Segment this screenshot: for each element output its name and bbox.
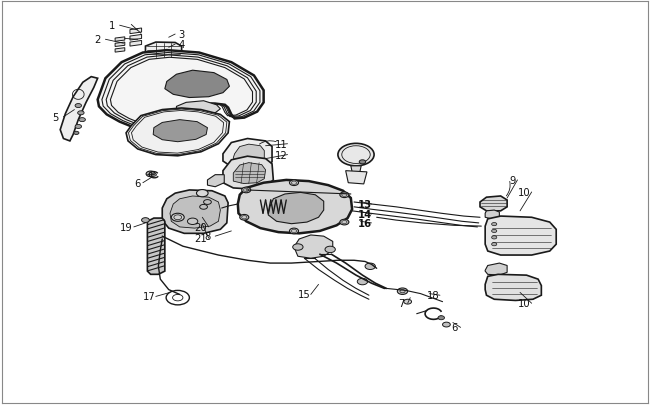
Polygon shape xyxy=(351,166,361,179)
Polygon shape xyxy=(162,190,228,234)
Text: 19: 19 xyxy=(120,222,133,232)
Text: 16: 16 xyxy=(358,218,372,228)
Polygon shape xyxy=(233,145,265,164)
Text: 9: 9 xyxy=(509,175,515,185)
Polygon shape xyxy=(268,193,324,224)
Circle shape xyxy=(75,104,81,108)
Text: 18: 18 xyxy=(427,290,440,301)
Polygon shape xyxy=(130,35,142,41)
Circle shape xyxy=(77,111,84,115)
Circle shape xyxy=(340,220,349,225)
Polygon shape xyxy=(115,43,125,47)
Text: 4: 4 xyxy=(179,40,185,50)
Text: 11: 11 xyxy=(275,139,287,149)
Polygon shape xyxy=(130,41,142,47)
Circle shape xyxy=(491,230,497,233)
Text: 15: 15 xyxy=(298,290,311,300)
Polygon shape xyxy=(485,217,556,256)
Circle shape xyxy=(365,263,375,270)
Polygon shape xyxy=(115,38,125,42)
Circle shape xyxy=(404,300,411,304)
Circle shape xyxy=(491,223,497,226)
Text: 1: 1 xyxy=(109,21,115,31)
Circle shape xyxy=(338,144,374,166)
Circle shape xyxy=(397,288,408,295)
Text: 3: 3 xyxy=(179,30,185,40)
Text: 10: 10 xyxy=(517,188,530,198)
Polygon shape xyxy=(153,120,207,143)
Polygon shape xyxy=(480,196,507,211)
Text: 6: 6 xyxy=(135,178,141,188)
Polygon shape xyxy=(60,77,98,142)
Text: 10: 10 xyxy=(517,298,530,309)
Polygon shape xyxy=(238,181,352,234)
Polygon shape xyxy=(207,175,224,187)
Circle shape xyxy=(491,236,497,239)
Circle shape xyxy=(340,192,349,198)
Polygon shape xyxy=(294,235,333,259)
Text: 2: 2 xyxy=(94,35,101,45)
Text: 5: 5 xyxy=(53,113,59,122)
Circle shape xyxy=(73,132,79,135)
Text: 12: 12 xyxy=(275,150,287,160)
Circle shape xyxy=(289,181,298,186)
Polygon shape xyxy=(485,211,499,220)
Polygon shape xyxy=(130,29,142,34)
Circle shape xyxy=(438,316,445,320)
Circle shape xyxy=(289,228,298,234)
Polygon shape xyxy=(148,219,165,275)
Circle shape xyxy=(292,244,303,251)
Circle shape xyxy=(491,243,497,246)
Polygon shape xyxy=(170,196,220,228)
Polygon shape xyxy=(176,102,220,115)
Circle shape xyxy=(359,160,366,164)
Circle shape xyxy=(242,188,251,193)
Text: 6: 6 xyxy=(451,322,458,333)
Circle shape xyxy=(203,200,211,205)
Circle shape xyxy=(187,219,198,225)
Text: 21: 21 xyxy=(194,234,207,243)
Polygon shape xyxy=(165,71,229,98)
Polygon shape xyxy=(485,263,507,275)
Text: 13: 13 xyxy=(358,200,372,209)
Polygon shape xyxy=(233,163,266,184)
Circle shape xyxy=(172,214,184,222)
Polygon shape xyxy=(485,275,541,301)
Circle shape xyxy=(325,247,335,253)
Circle shape xyxy=(79,118,85,122)
Text: 20: 20 xyxy=(195,222,207,232)
Circle shape xyxy=(240,215,249,221)
Polygon shape xyxy=(146,43,181,59)
Circle shape xyxy=(146,172,155,177)
Polygon shape xyxy=(346,171,367,184)
Polygon shape xyxy=(98,51,264,130)
Polygon shape xyxy=(223,139,272,170)
Text: 14: 14 xyxy=(358,209,372,220)
Polygon shape xyxy=(126,109,229,156)
Text: 17: 17 xyxy=(143,292,156,302)
Text: 8: 8 xyxy=(204,232,211,241)
Polygon shape xyxy=(223,157,274,190)
Circle shape xyxy=(443,322,450,327)
Circle shape xyxy=(196,190,208,197)
Circle shape xyxy=(75,125,81,129)
Circle shape xyxy=(358,279,368,285)
Polygon shape xyxy=(115,49,125,53)
Circle shape xyxy=(142,218,150,223)
Text: 7: 7 xyxy=(398,298,404,309)
Circle shape xyxy=(151,174,157,177)
Circle shape xyxy=(200,205,207,210)
